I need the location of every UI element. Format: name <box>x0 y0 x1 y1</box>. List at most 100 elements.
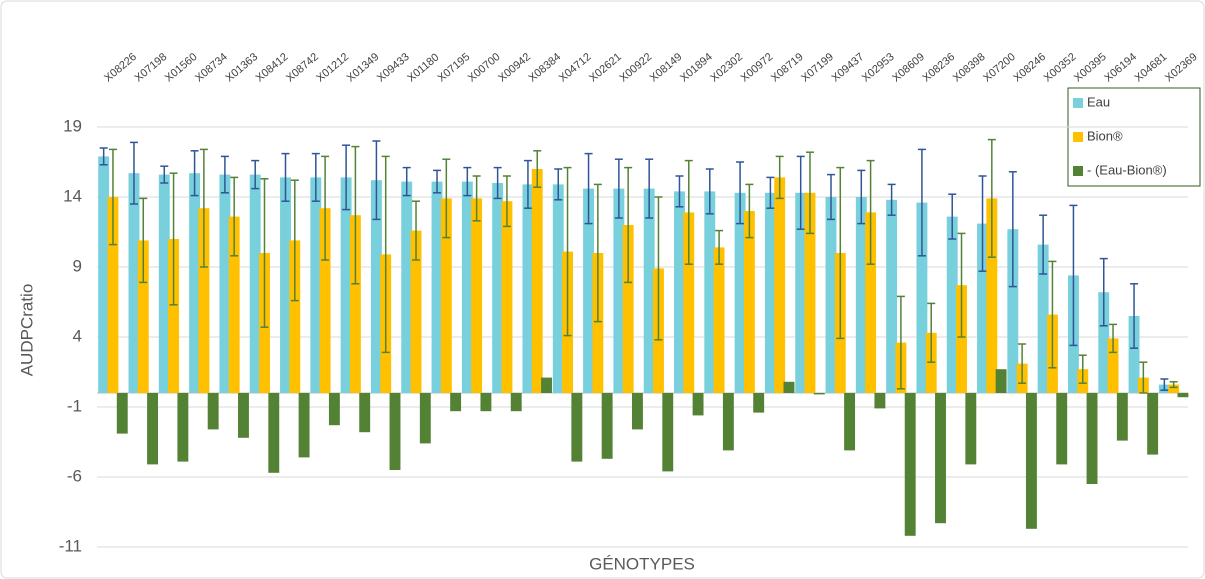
legend-swatch <box>1073 132 1083 142</box>
legend-swatch <box>1073 166 1083 176</box>
bar <box>480 393 492 412</box>
error-bar <box>1130 283 1139 349</box>
error-bar <box>533 150 542 188</box>
error-bar <box>987 138 996 258</box>
bar <box>613 188 625 393</box>
bar <box>764 192 776 393</box>
error-bar <box>523 159 532 209</box>
bar <box>935 393 946 524</box>
bar <box>965 393 977 465</box>
bar <box>804 192 816 393</box>
bar <box>904 393 916 536</box>
error-bar <box>1169 381 1178 389</box>
error-bar <box>1048 260 1057 369</box>
y-axis-title: AUDPCratio <box>17 284 36 377</box>
error-bar <box>372 140 381 221</box>
bar <box>198 208 210 393</box>
legend-label: Eau <box>1087 94 1110 109</box>
error-bar <box>866 159 875 265</box>
bar <box>683 212 695 393</box>
legend-label: Bion® <box>1087 128 1123 143</box>
bar <box>986 198 998 393</box>
bar <box>1025 393 1037 529</box>
error-bar <box>584 152 593 225</box>
bar <box>280 177 291 393</box>
bar <box>1056 393 1068 465</box>
y-tick-label: -11 <box>59 536 82 555</box>
error-bar <box>160 165 169 184</box>
error-bar <box>948 193 957 240</box>
bar <box>704 191 716 393</box>
bar <box>783 381 795 393</box>
error-bar <box>1069 204 1078 347</box>
bar <box>228 216 240 393</box>
bar <box>916 202 928 393</box>
bar <box>1086 393 1098 484</box>
bar <box>855 197 867 393</box>
bar <box>471 198 483 393</box>
error-bar <box>715 229 724 265</box>
bar <box>349 215 361 393</box>
error-bar <box>502 175 511 228</box>
error-bar <box>290 179 299 302</box>
bar <box>571 393 583 462</box>
bar <box>743 211 755 393</box>
bar <box>1147 393 1159 455</box>
error-bar <box>493 166 502 200</box>
bar <box>359 393 371 433</box>
legend-swatch <box>1073 98 1083 108</box>
legend: Eau Bion® - (Eau-Bion®) <box>1067 87 1201 187</box>
error-bar <box>836 166 845 340</box>
bar <box>1168 384 1180 393</box>
bar <box>692 393 704 416</box>
bar <box>552 184 564 393</box>
bar <box>238 393 249 438</box>
error-bar <box>1099 257 1108 327</box>
error-bar <box>251 159 260 190</box>
error-bar <box>978 175 987 272</box>
bar <box>389 393 401 470</box>
error-bar <box>857 169 866 225</box>
bar <box>874 393 886 409</box>
bar <box>813 393 825 395</box>
bar <box>289 240 301 393</box>
bar <box>886 199 898 393</box>
error-bar <box>220 155 229 194</box>
bar <box>541 377 552 393</box>
bar <box>774 177 786 393</box>
bar <box>592 253 604 393</box>
error-bar <box>381 155 390 354</box>
bar <box>158 174 170 393</box>
error-bar <box>1109 323 1118 354</box>
x-axis-title: GÉNOTYPES <box>589 554 695 573</box>
bar <box>583 188 595 393</box>
y-tick-label: 19 <box>63 116 82 135</box>
bar <box>207 393 219 430</box>
bar <box>977 223 988 393</box>
error-bar <box>311 152 320 202</box>
error-bar <box>442 158 451 239</box>
error-bar <box>199 148 208 268</box>
bar <box>713 247 725 393</box>
bar <box>431 181 443 393</box>
error-bar <box>554 168 563 201</box>
bar <box>419 393 431 444</box>
bar <box>440 198 452 393</box>
bar <box>492 183 504 393</box>
error-bar <box>736 161 745 225</box>
bar <box>249 174 261 393</box>
error-bar <box>108 148 117 246</box>
bar <box>168 239 180 393</box>
y-tick-label: 9 <box>73 256 82 275</box>
y-tick-label: -1 <box>67 396 82 415</box>
error-bar <box>342 144 351 211</box>
error-bar <box>684 159 693 265</box>
bar <box>956 285 967 393</box>
error-bar <box>433 169 442 194</box>
bar <box>795 192 807 393</box>
bar <box>1098 292 1110 393</box>
bar <box>319 208 331 393</box>
error-bar <box>230 176 239 257</box>
bar <box>189 173 201 393</box>
